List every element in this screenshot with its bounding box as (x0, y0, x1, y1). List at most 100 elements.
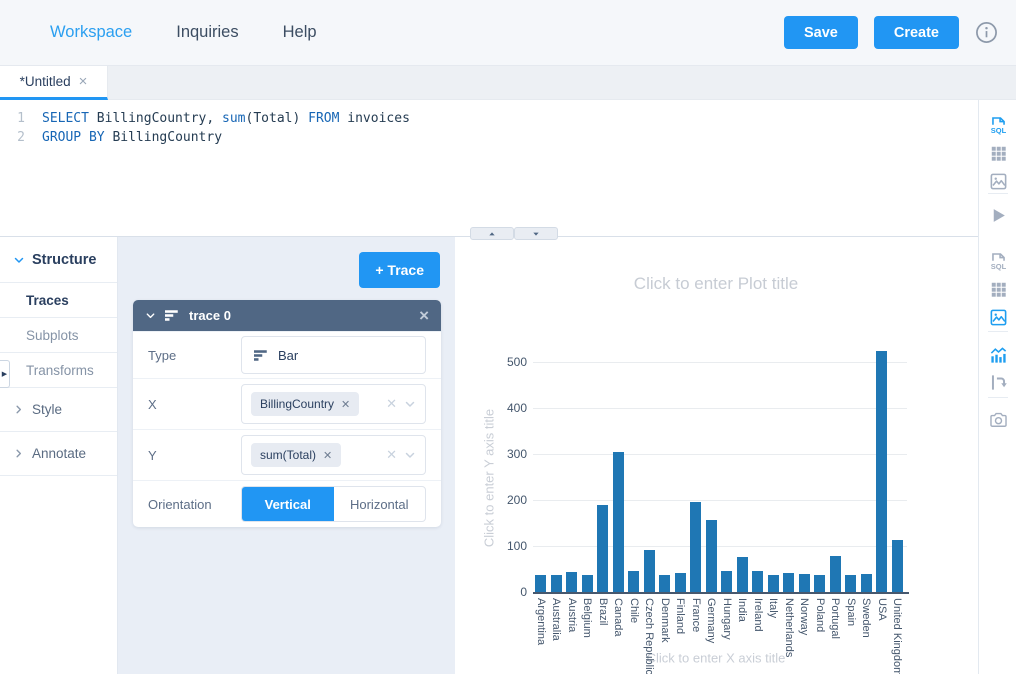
camera-icon[interactable] (979, 408, 1016, 430)
sidebar-expander[interactable]: ▶ (0, 360, 10, 388)
type-label: Type (148, 347, 177, 363)
x-tick-label: Portugal (829, 598, 842, 639)
sidebar-item-label: Traces (26, 292, 69, 308)
expand-editor-button[interactable] (514, 227, 558, 240)
clear-y-icon[interactable]: ✕ (386, 447, 397, 462)
remove-y-chip-icon[interactable]: ✕ (323, 449, 333, 462)
y-field-select[interactable]: sum(Total) ✕ ✕ (241, 435, 426, 475)
bar-czech-republic (643, 550, 655, 592)
clear-x-icon[interactable]: ✕ (386, 396, 397, 411)
chevron-right-icon (13, 404, 24, 415)
bar-united-kingdom (891, 540, 903, 592)
table-icon[interactable] (979, 142, 1016, 164)
image-icon[interactable] (979, 306, 1016, 328)
x-tick-label: Czech Republic (643, 598, 656, 674)
bar-usa (876, 351, 888, 592)
sidebar-item-label: Structure (32, 251, 97, 268)
add-trace-button[interactable]: + Trace (359, 252, 440, 288)
bar-brazil (597, 504, 609, 592)
trace-panel: + Trace trace 0 × Type Bar X BillingCoun… (118, 237, 455, 674)
x-tick-label: Netherlands (782, 598, 795, 658)
sidebar-item-style[interactable]: Style (0, 388, 117, 432)
trace-type-value: Bar (278, 347, 299, 363)
bar-australia (550, 574, 562, 592)
bar-austria (566, 572, 578, 592)
gridline (533, 408, 907, 409)
tab-untitled[interactable]: *Untitled × (0, 66, 108, 100)
nav-link-help[interactable]: Help (282, 23, 317, 41)
table-icon[interactable] (979, 278, 1016, 300)
x-axis-title-placeholder[interactable]: Click to enter X axis title (646, 650, 786, 666)
sql-file-icon[interactable]: SQL (979, 114, 1016, 136)
x-tick-label: Brazil (596, 598, 609, 626)
x-field-chip[interactable]: BillingCountry ✕ (251, 392, 360, 416)
nav-link-inquiries[interactable]: Inquiries (176, 23, 239, 41)
x-tick-label: Ireland (751, 598, 764, 632)
bar-netherlands (783, 573, 795, 592)
nav-link-workspace[interactable]: Workspace (50, 23, 133, 41)
bar-hungary (721, 571, 733, 592)
bar-belgium (581, 574, 593, 592)
x-field-select[interactable]: BillingCountry ✕ ✕ (241, 384, 426, 424)
sidebar-item-label: Annotate (32, 446, 87, 461)
remove-x-chip-icon[interactable]: ✕ (341, 398, 351, 411)
trace-type-row: Type Bar (133, 331, 441, 378)
transpose-icon[interactable] (979, 371, 1016, 393)
gridline (533, 454, 907, 455)
trace-title: trace 0 (189, 308, 231, 323)
x-chip-label: BillingCountry (260, 397, 335, 411)
trace-card-header[interactable]: trace 0 × (133, 300, 441, 331)
x-tick-label: Italy (767, 598, 780, 619)
x-tick-label: United Kingdom (891, 598, 904, 674)
chevron-down-icon[interactable] (404, 398, 416, 410)
sql-file-icon[interactable]: SQL (979, 250, 1016, 272)
x-tick-label: France (689, 598, 702, 633)
create-button[interactable]: Create (873, 16, 959, 49)
trace-y-row: Y sum(Total) ✕ ✕ (133, 429, 441, 480)
x-field-controls: ✕ (386, 396, 416, 412)
x-tick-label: Argentina (534, 598, 547, 646)
y-tick-label: 0 (520, 585, 527, 599)
y-axis-title-placeholder[interactable]: Click to enter Y axis title (481, 408, 497, 548)
bar-poland (814, 574, 826, 592)
bar-spain (845, 574, 857, 592)
orientation-horizontal-option[interactable]: Horizontal (349, 496, 409, 512)
sidebar-item-transforms[interactable]: Transforms (0, 353, 117, 388)
rail-divider (988, 193, 1008, 194)
sidebar-item-label: Subplots (26, 327, 79, 343)
top-nav-right: Save Create (783, 16, 998, 49)
top-nav: Workspace Inquiries Help Save Create (0, 0, 1016, 66)
info-icon[interactable] (975, 21, 998, 44)
bar-glyph-icon (254, 349, 267, 361)
save-button[interactable]: Save (783, 16, 858, 49)
chevron-down-icon[interactable] (404, 449, 416, 461)
bar-ireland (752, 571, 764, 592)
y-field-chip[interactable]: sum(Total) ✕ (251, 443, 342, 467)
rail-divider (988, 331, 1008, 332)
y-tick-label: 400 (506, 401, 527, 415)
nav-links: Workspace Inquiries Help (50, 23, 317, 42)
svg-text:SQL: SQL (990, 262, 1006, 271)
rail-divider (988, 397, 1008, 398)
sidebar-item-subplots[interactable]: Subplots (0, 318, 117, 353)
tab-close-icon[interactable]: × (78, 73, 88, 90)
sidebar-item-traces[interactable]: Traces (0, 283, 117, 318)
orientation-vertical-option[interactable]: Vertical (242, 487, 334, 521)
gridline (533, 362, 907, 363)
sidebar-item-annotate[interactable]: Annotate (0, 432, 117, 476)
plot-title-placeholder[interactable]: Click to enter Plot title (633, 274, 799, 293)
code-line: GROUP BY BillingCountry (42, 130, 223, 145)
bar-trace-icon (165, 310, 178, 321)
bar-chile (628, 570, 640, 592)
analytics-icon[interactable] (979, 344, 1016, 366)
trace-close-icon[interactable]: × (419, 306, 429, 325)
collapse-editor-button[interactable] (470, 227, 514, 240)
sidebar-item-structure[interactable]: Structure (0, 237, 117, 283)
trace-type-select[interactable]: Bar (241, 336, 426, 374)
editor-code: SELECT BillingCountry, sum(Total) FROM i… (34, 109, 410, 236)
bar-finland (674, 572, 686, 592)
image-icon[interactable] (979, 170, 1016, 192)
chevron-down-icon (13, 254, 25, 266)
run-icon[interactable] (979, 204, 1016, 226)
